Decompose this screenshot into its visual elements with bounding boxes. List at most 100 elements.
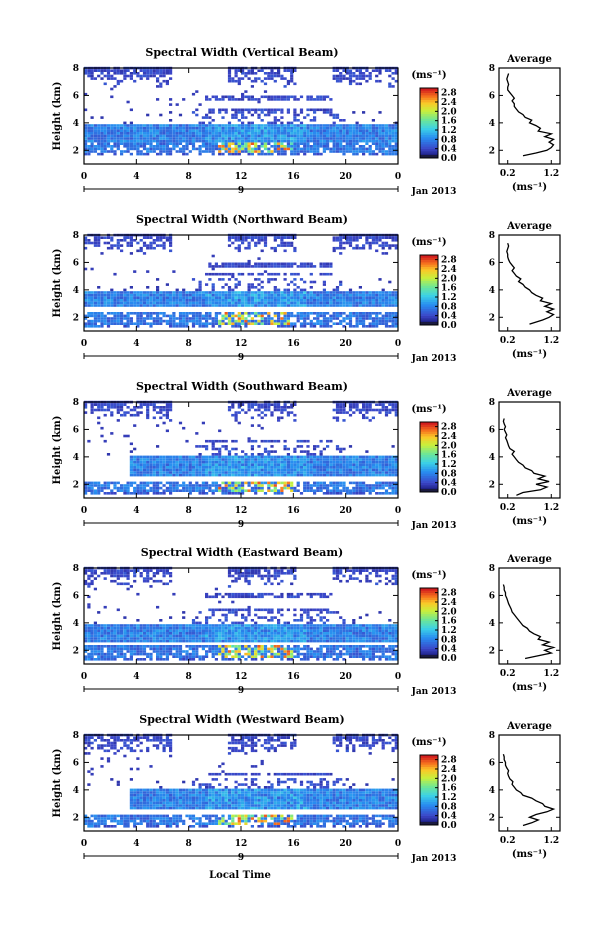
colorbar-frame [419,87,439,159]
y-axis-label: Height (km) [52,416,63,485]
colorbar-segment [420,794,438,798]
colorbar-segment [420,590,438,593]
colorbar-segment [420,139,438,142]
colorbar-segment [420,811,438,814]
colorbar-segment [420,322,438,325]
panel-title: Spectral Width (Eastward Beam) [141,546,343,559]
colorbar-segment [420,276,438,279]
profile-y-tick-label: 2 [489,146,495,156]
panel-title: Spectral Width (Vertical Beam) [145,46,338,59]
profile-y-tick-label: 2 [489,313,495,323]
colorbar-segment [420,315,438,319]
profile-frame [498,567,561,665]
colorbar-segment [420,264,438,267]
colorbar-unit: (ms⁻¹) [411,404,446,415]
colorbar-segment [420,461,438,465]
colorbar-tick-label: 0.8 [441,469,457,479]
colorbar-segment [420,292,438,295]
colorbar-segment [420,443,438,446]
colorbar-segment [420,104,438,107]
x-tick-label: 20 [339,172,352,182]
profile-x-label: (ms⁻¹) [512,349,547,360]
x-tick-label: 0 [395,506,401,516]
colorbar-segment [420,653,438,656]
colorbar-segment [420,776,438,779]
day-label: 9 [238,686,244,696]
profile-y-tick-label: 4 [489,453,495,463]
colorbar-segment [420,283,438,286]
colorbar-segment [420,285,438,288]
y-tick-label: 8 [73,231,79,241]
colorbar-segment [420,602,438,605]
x-tick-label: 20 [339,506,352,516]
colorbar-frame [419,254,439,326]
colorbar-segment [420,257,438,260]
colorbar-tick-label: 1.2 [441,460,457,470]
colorbar-segment [420,799,438,802]
colorbar-segment [420,651,438,654]
colorbar-tick-label: 0.8 [441,302,457,312]
colorbar-segment [420,452,438,455]
colorbar-segment [420,290,438,293]
heatmap-cells [84,733,398,828]
colorbar-segment [420,90,438,93]
x-tick-label: 12 [235,839,248,849]
colorbar-segment [420,125,438,128]
date-label: Jan 2013 [411,354,457,364]
colorbar-segment [420,620,438,624]
colorbar-segment [420,429,438,432]
colorbar-segment [420,141,438,145]
x-tick-label: 0 [395,172,401,182]
profile-y-tick-label: 2 [489,480,495,490]
colorbar-segment [420,151,438,154]
colorbar-segment [420,487,438,490]
profile-y-tick-label: 4 [489,286,495,296]
profile-y-tick-label: 4 [489,786,495,796]
date-label: Jan 2013 [411,687,457,697]
y-tick-label: 6 [73,91,79,101]
colorbar-segment [420,592,438,596]
y-axis-label: Height (km) [52,582,63,651]
y-tick-label: 8 [73,731,79,741]
x-tick-label: 0 [81,339,87,349]
colorbar-segment [420,301,438,305]
colorbar-tick-label: 1.6 [441,451,457,461]
profile-y-tick-label: 8 [489,231,495,241]
y-axis-label: Height (km) [52,749,63,818]
date-label: Jan 2013 [411,187,457,197]
colorbar-tick-label: 2.8 [441,89,457,99]
colorbar-segment [420,482,438,486]
colorbar-segment [420,155,438,158]
colorbar-segment [420,623,438,626]
colorbar-segment [420,634,438,638]
colorbar-tick-label: 0.4 [441,645,457,655]
panel-3: Spectral Width (Southward Beam) 2 4 6 8 Heigh… [52,380,561,531]
colorbar-segment [420,438,438,441]
colorbar-segment [420,88,438,91]
colorbar-segment [420,431,438,434]
profile-y-tick-label: 8 [489,731,495,741]
colorbar-segment [420,297,438,300]
profile-title: Average [506,221,552,232]
colorbar-tick-label: 0.8 [441,135,457,145]
profile-title: Average [506,388,552,399]
y-tick-label: 6 [73,425,79,435]
colorbar-segment [420,304,438,307]
colorbar-tick-label: 2.0 [441,774,457,784]
profile-x-tick-label: 0.2 [500,503,516,513]
colorbar-segment [420,464,438,467]
colorbar-unit: (ms⁻¹) [411,237,446,248]
colorbar-segment [420,815,438,819]
x-tick-label: 16 [287,839,300,849]
colorbar-tick-label: 1.2 [441,626,457,636]
profile-x-tick-label: 1.2 [543,669,559,679]
colorbar-segment [420,813,438,816]
y-tick-label: 6 [73,258,79,268]
day-label: 9 [238,186,244,196]
colorbar-segment [420,480,438,483]
profile-y-tick-label: 8 [489,398,495,408]
profile-x-tick-label: 1.2 [543,336,559,346]
y-tick-label: 2 [73,480,79,490]
colorbar-segment [420,144,438,147]
